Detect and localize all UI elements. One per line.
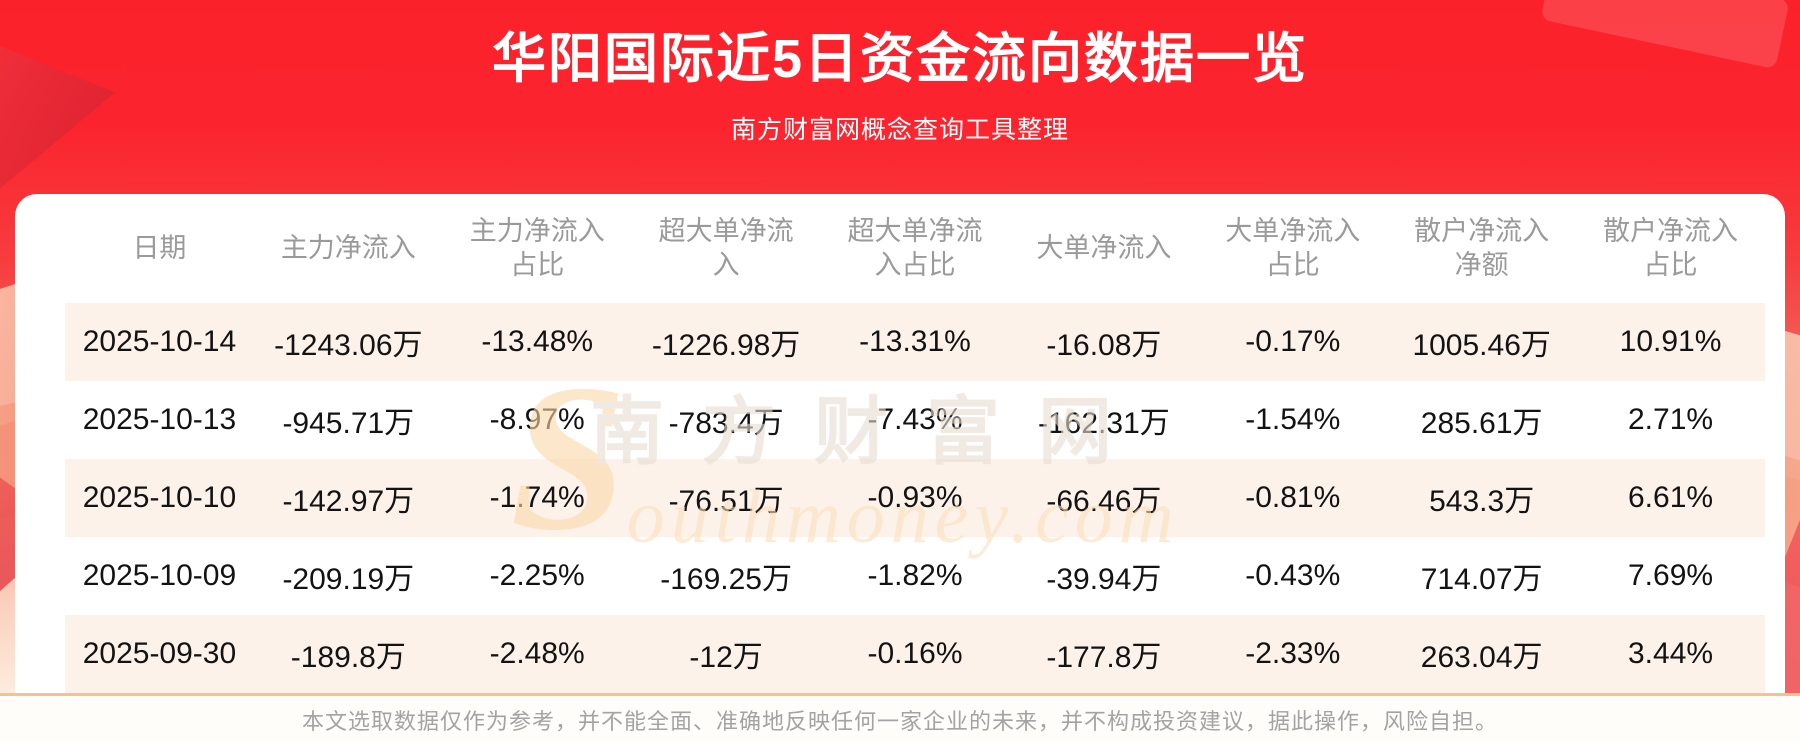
value-cell: 7.69% xyxy=(1628,559,1714,592)
value-cell: -7.43% xyxy=(867,403,963,436)
value-cell: 10.91% xyxy=(1619,325,1722,358)
value-cell: -1.74% xyxy=(489,481,585,514)
value-cell: -8.97% xyxy=(489,403,585,436)
value-cell: -142.97万 xyxy=(282,485,415,518)
value-cell: 6.61% xyxy=(1628,481,1714,514)
value-cell: -0.93% xyxy=(867,481,963,514)
value-cell: -13.31% xyxy=(859,325,971,358)
value-cell: -12万 xyxy=(689,641,763,674)
value-cell: -2.25% xyxy=(489,559,585,592)
date-cell: 2025-10-13 xyxy=(82,403,237,436)
table-header-row: 日期 主力净流入 主力净流入 占比 超大单净流入超大单净流 入占比 大单净流入 大单净流入 占比… xyxy=(65,194,1765,303)
value-cell: -66.46万 xyxy=(1046,485,1162,518)
value-cell: 1005.46万 xyxy=(1412,329,1551,362)
value-cell: -0.81% xyxy=(1245,481,1341,514)
column-header: 大单净流入 占比 xyxy=(1225,215,1361,280)
value-cell: -0.43% xyxy=(1245,559,1341,592)
value-cell: -162.31万 xyxy=(1038,407,1170,440)
page-subtitle: 南方财富网概念查询工具整理 xyxy=(730,116,1069,144)
value-cell: -39.94万 xyxy=(1046,563,1162,596)
value-cell: -76.51万 xyxy=(668,485,784,518)
section-divider xyxy=(0,693,1800,696)
column-header: 主力净流入 占比 xyxy=(469,215,605,280)
column-header: 大单净流入 xyxy=(1036,232,1172,263)
disclaimer-text: 本文选取数据仅作为参考，并不能全面、准确地反映任何一家企业的未来，并不构成投资建… xyxy=(301,708,1498,734)
value-cell: -945.71万 xyxy=(282,407,415,440)
value-cell: -177.8万 xyxy=(1046,641,1162,674)
value-cell: -169.25万 xyxy=(660,563,792,596)
table-body: 2025-10-14 -1243.06万 -13.48% -1226.98万 -13.3… xyxy=(65,303,1765,693)
value-cell: 714.07万 xyxy=(1420,563,1543,596)
footer: 本文选取数据仅作为参考，并不能全面、准确地反映任何一家企业的未来，并不构成投资建… xyxy=(0,696,1800,743)
date-cell: 2025-10-10 xyxy=(82,481,237,514)
value-cell: 543.3万 xyxy=(1429,485,1535,518)
value-cell: -783.4万 xyxy=(668,407,784,440)
value-cell: -209.19万 xyxy=(282,563,415,596)
fund-flow-table: 日期 主力净流入 主力净流入 占比 超大单净流入超大单净流 入占比 大单净流入 大单净流入 占比… xyxy=(15,194,1785,693)
page-title: 华阳国际近5日资金流向数据一览 xyxy=(491,29,1309,89)
value-cell: 3.44% xyxy=(1628,637,1714,670)
value-cell: -1.54% xyxy=(1245,403,1341,436)
column-header: 超大单净流入 xyxy=(658,215,794,280)
table-row: 2025-10-09 -209.19万 -2.25% -169.25万 -1.82% -3… xyxy=(65,537,1765,615)
table-row: 2025-10-13 -945.71万 -8.97% -783.4万 -7.43% -16… xyxy=(65,381,1765,459)
value-cell: -1243.06万 xyxy=(274,329,423,362)
value-cell: -1226.98万 xyxy=(651,329,801,362)
column-header: 主力净流入 xyxy=(280,232,416,263)
value-cell: -13.48% xyxy=(481,325,594,358)
value-cell: -189.8万 xyxy=(290,641,406,674)
value-cell: -0.17% xyxy=(1245,325,1341,358)
date-cell: 2025-09-30 xyxy=(82,637,237,670)
value-cell: -1.82% xyxy=(867,559,963,592)
table-row: 2025-10-10 -142.97万 -1.74% -76.51万 -0.93% -66… xyxy=(65,459,1765,537)
value-cell: -0.16% xyxy=(867,637,963,670)
value-cell: 2.71% xyxy=(1628,403,1714,436)
value-cell: 263.04万 xyxy=(1420,641,1543,674)
table-row: 2025-10-14 -1243.06万 -13.48% -1226.98万 -13.3… xyxy=(65,303,1765,381)
value-cell: -16.08万 xyxy=(1046,329,1162,362)
column-header: 散户净流入 净额 xyxy=(1414,215,1550,280)
value-cell: -2.48% xyxy=(489,637,585,670)
value-cell: -2.33% xyxy=(1245,637,1341,670)
date-cell: 2025-10-09 xyxy=(82,559,237,592)
column-header: 超大单净流 入占比 xyxy=(847,215,983,280)
column-header: 日期 xyxy=(132,232,187,263)
date-cell: 2025-10-14 xyxy=(82,325,237,358)
table-row: 2025-09-30 -189.8万 -2.48% -12万 -0.16% -177.8万… xyxy=(65,615,1765,693)
value-cell: 285.61万 xyxy=(1420,407,1543,440)
column-header: 散户净流入 占比 xyxy=(1603,215,1739,280)
